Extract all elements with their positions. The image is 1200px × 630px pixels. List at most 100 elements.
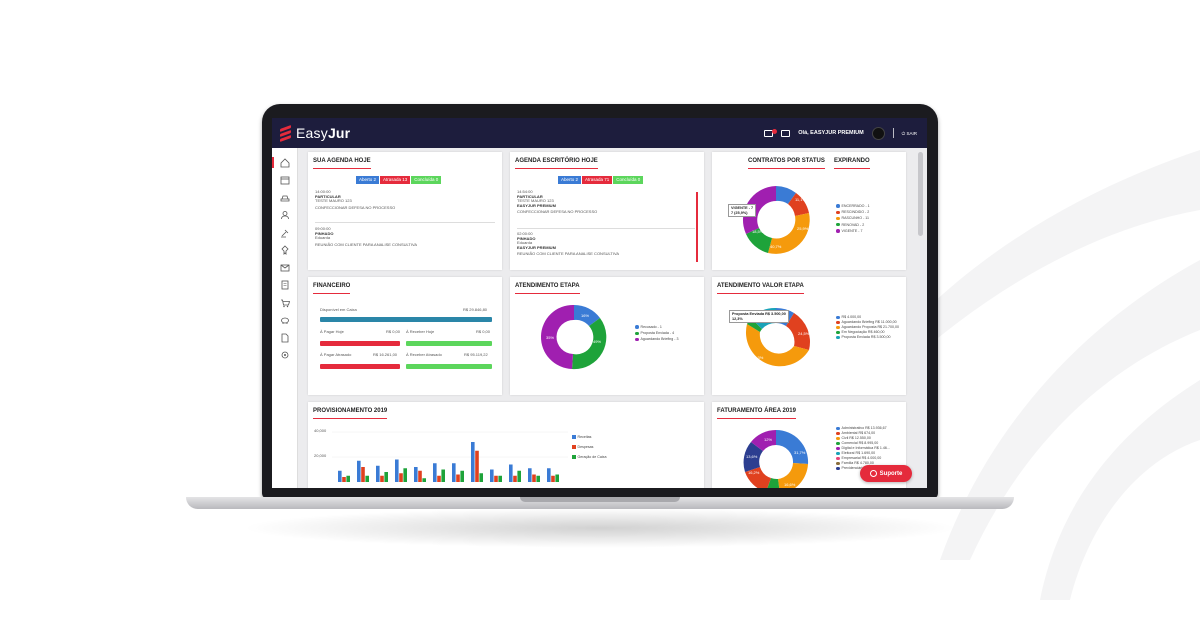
- sidebar-item-vehicles[interactable]: [272, 189, 298, 207]
- laptop-shadow: [240, 508, 960, 548]
- legend-item: Eleitoral R$ 1.690,00: [836, 451, 890, 456]
- bar-gera-o-de-caixa-9[interactable]: [498, 475, 502, 482]
- bar-gera-o-de-caixa-1[interactable]: [346, 475, 350, 482]
- sidebar-item-shop[interactable]: [272, 294, 298, 312]
- avatar[interactable]: [871, 126, 885, 140]
- bar-receitas-6[interactable]: [433, 463, 437, 482]
- agenda-escritorio-card: AGENDA ESCRITÓRIO HOJE Aberto 2 Atrasada…: [510, 152, 704, 270]
- bar-receitas-9[interactable]: [490, 469, 494, 483]
- calendar-notification-icon[interactable]: [764, 128, 778, 137]
- scrollbar[interactable]: [696, 192, 698, 262]
- legend-item: Proposta Enviada R$ 3.500,00: [836, 335, 899, 340]
- bar-receitas-11[interactable]: [528, 468, 532, 482]
- sidebar-item-finance[interactable]: [272, 312, 298, 330]
- sidebar-item-reports[interactable]: [272, 277, 298, 295]
- late-badge[interactable]: Atrasada 71: [582, 176, 613, 184]
- donut-slice: [745, 324, 809, 367]
- card-title: PROVISIONAMENTO 2019: [313, 408, 388, 419]
- sidebar-item-inbox[interactable]: [272, 259, 298, 277]
- bar-despesas-8[interactable]: [475, 450, 479, 482]
- bar-gera-o-de-caixa-10[interactable]: [517, 470, 521, 482]
- bar-despesas-6[interactable]: [437, 475, 441, 482]
- bar-despesas-12[interactable]: [551, 475, 555, 482]
- done-badge[interactable]: Concluída 0: [411, 176, 442, 184]
- bar-gera-o-de-caixa-12[interactable]: [555, 474, 559, 483]
- pay-late-bar: [320, 364, 400, 369]
- list-item[interactable]: 14:00:00 PARTICULAR TESTE MAURO 123 CONF…: [315, 189, 396, 210]
- bar-receitas-10[interactable]: [509, 464, 513, 483]
- tab-expirando[interactable]: EXPIRANDO: [834, 158, 870, 169]
- slice-label: 13,6%: [746, 454, 758, 459]
- pay-today-value: R$ 0,00: [386, 329, 401, 334]
- slice-label: 16,6%: [784, 482, 796, 487]
- bar-receitas-2[interactable]: [357, 460, 361, 482]
- bar-receitas-8[interactable]: [471, 442, 475, 482]
- list-item[interactable]: 02:00:00 PINHADO Eduarda EASYJUR PREMIUM…: [517, 231, 620, 257]
- bar-despesas-2[interactable]: [361, 467, 365, 482]
- card-title: ATENDIMENTO ETAPA: [515, 283, 580, 294]
- chart-legend: Receitas Despesas Geração de Caixa: [572, 432, 606, 462]
- bar-despesas-5[interactable]: [418, 470, 422, 482]
- bar-gera-o-de-caixa-8[interactable]: [479, 473, 483, 482]
- bar-receitas-5[interactable]: [414, 467, 418, 482]
- mail-icon[interactable]: [781, 129, 791, 137]
- donut-slice: [788, 193, 809, 216]
- open-badge[interactable]: Aberto 2: [558, 176, 582, 184]
- easyjur-logo[interactable]: EasyJur: [280, 124, 350, 143]
- bar-receitas-1[interactable]: [338, 470, 342, 482]
- legend-item: Família R$ 4.780,00: [836, 461, 890, 466]
- support-button[interactable]: Suporte: [860, 465, 912, 482]
- bar-gera-o-de-caixa-11[interactable]: [536, 475, 540, 482]
- donut-slice: [776, 429, 809, 464]
- donut-slice: [742, 186, 776, 234]
- y-tick-label: 20,000: [314, 453, 327, 458]
- bar-despesas-4[interactable]: [399, 473, 403, 482]
- sidebar-item-clients[interactable]: [272, 207, 298, 225]
- logout-button[interactable]: ⏻ SAIR: [901, 130, 917, 136]
- pay-today-label: À Pagar Hoje: [320, 329, 344, 334]
- bar-receitas-7[interactable]: [452, 463, 456, 482]
- legend-item: ENCERRADO - 1: [836, 203, 870, 209]
- bar-gera-o-de-caixa-3[interactable]: [384, 472, 388, 482]
- list-item[interactable]: 09:00:00 PINHADO Eduarda REUNIÃO COM CLI…: [315, 226, 418, 247]
- scrollbar[interactable]: [918, 152, 923, 236]
- bar-despesas-11[interactable]: [532, 474, 536, 483]
- bar-receitas-3[interactable]: [376, 465, 380, 482]
- bar-despesas-10[interactable]: [513, 475, 517, 482]
- document-icon: [281, 333, 289, 343]
- laptop-notch: [520, 497, 680, 502]
- bar-gera-o-de-caixa-5[interactable]: [422, 478, 426, 482]
- donut-slice: [743, 442, 763, 472]
- list-item[interactable]: 14:54:00 PARTICULAR TESTE MAURO 123 EASY…: [517, 189, 598, 215]
- sidebar-item-calendar[interactable]: [272, 172, 298, 190]
- app-screen: EasyJur Olá, EASYJUR PREMIUM ⏻ SAIR: [272, 118, 927, 488]
- bar-gera-o-de-caixa-6[interactable]: [441, 469, 445, 483]
- bar-gera-o-de-caixa-2[interactable]: [365, 475, 369, 482]
- bar-despesas-3[interactable]: [380, 475, 384, 482]
- late-badge[interactable]: Atrasada 13: [380, 176, 411, 184]
- atendimento-valor-card: ATENDIMENTO VALOR ETAPA 24,5% 51,3% Prop…: [712, 277, 906, 395]
- sidebar-item-home[interactable]: [272, 154, 298, 172]
- bar-despesas-7[interactable]: [456, 474, 460, 483]
- bar-despesas-9[interactable]: [494, 475, 498, 482]
- sidebar-item-tasks[interactable]: [272, 242, 298, 260]
- receive-today-bar: [406, 341, 492, 346]
- slice-label: 40,7%: [770, 244, 782, 249]
- bar-receitas-4[interactable]: [395, 459, 399, 483]
- open-badge[interactable]: Aberto 2: [356, 176, 380, 184]
- slice-label: 25,9%: [797, 226, 809, 231]
- bar-despesas-1[interactable]: [342, 477, 346, 482]
- bar-receitas-12[interactable]: [547, 468, 551, 482]
- sidebar-item-settings[interactable]: [272, 347, 298, 365]
- sidebar-item-documents[interactable]: [272, 329, 298, 347]
- legend-item: Ambiental R$ 674,00: [836, 431, 890, 436]
- provisionamento-bar-chart: [332, 431, 568, 483]
- legend-item: Comercial R$ 8.995,00: [836, 441, 890, 446]
- legend-item: Despesas: [572, 442, 606, 452]
- bar-gera-o-de-caixa-4[interactable]: [403, 468, 407, 482]
- y-tick-label: 40,000: [314, 428, 327, 433]
- sidebar-item-process[interactable]: [272, 224, 298, 242]
- bar-gera-o-de-caixa-7[interactable]: [460, 470, 464, 482]
- card-title: ATENDIMENTO VALOR ETAPA: [717, 283, 804, 294]
- done-badge[interactable]: Concluída 0: [613, 176, 644, 184]
